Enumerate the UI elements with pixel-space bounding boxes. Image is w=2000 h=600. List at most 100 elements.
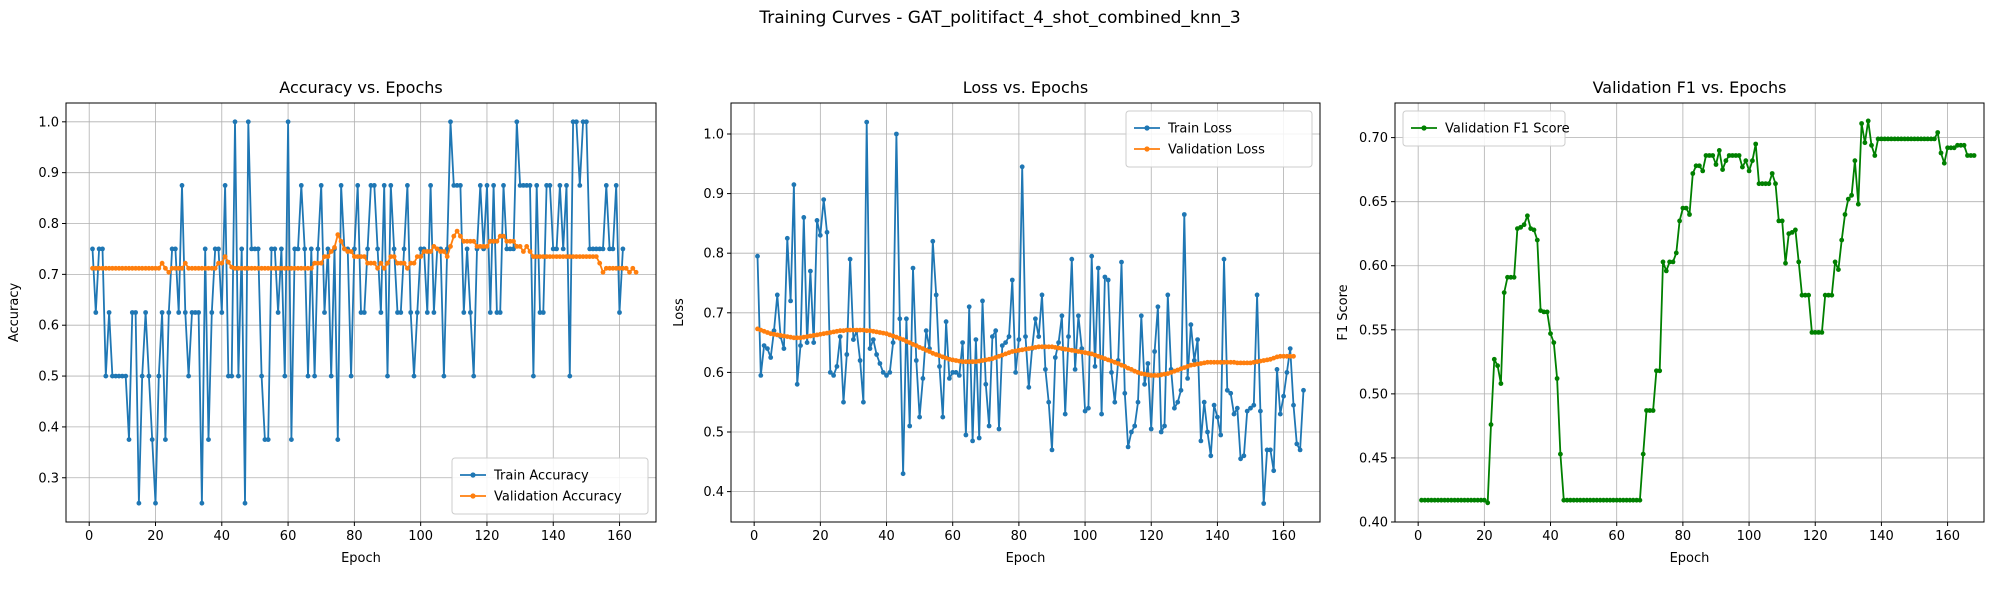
data-point [1650,408,1656,413]
y-tick-label: 0.6 [38,319,59,334]
data-point [1902,136,1907,142]
data-point [1148,426,1154,432]
data-point [1442,497,1447,503]
legend-label: Train Accuracy [493,469,589,484]
data-point [126,265,132,271]
data-point [1039,344,1045,350]
data-point [219,310,225,315]
data-point [1043,367,1048,372]
data-point [1082,408,1088,414]
data-point [765,346,770,351]
data-point [484,244,490,249]
data-point [504,238,510,244]
data-point [1710,153,1716,158]
data-point [159,310,165,315]
data-point [279,265,284,271]
data-point [880,370,886,375]
data-point [1501,290,1507,295]
data-point [1238,456,1243,462]
data-point [834,364,840,369]
data-point [1941,160,1947,166]
data-point [461,238,467,244]
plot-frame [65,102,657,523]
data-point [1852,158,1858,164]
data-point [980,298,985,304]
data-point [219,260,225,266]
data-point [1558,451,1563,457]
data-point [491,238,496,244]
data-point [620,265,626,271]
data-point [900,471,906,477]
x-tick-label: 0 [85,529,93,544]
data-point [1009,277,1015,283]
data-point [970,438,975,444]
y-tick-label: 0.45 [1359,451,1388,466]
data-point [265,265,271,271]
data-point [953,370,959,375]
y-tick-label: 0.55 [1359,323,1388,338]
data-point [166,269,172,275]
data-point [1201,399,1207,405]
data-point [371,183,377,188]
data-point [352,246,357,252]
data-point [1816,330,1821,335]
data-point [414,254,420,259]
data-point [613,265,619,271]
data-point [262,437,268,442]
x-tick-label: 140 [1869,529,1894,544]
data-point [1297,447,1303,453]
data-point [564,254,569,259]
data-point [143,310,149,315]
data-point [1462,497,1467,503]
data-point [275,310,281,315]
data-point [587,246,593,252]
data-point [590,246,596,252]
data-point [1095,265,1101,271]
data-point [904,316,909,322]
data-point [1690,171,1696,176]
data-point [1630,497,1636,503]
data-point [1627,497,1633,503]
data-point [408,310,414,315]
data-point [385,373,390,379]
data-point [1112,399,1118,405]
data-point [163,265,168,271]
data-point [1465,497,1471,503]
data-point [1683,205,1689,211]
data-point [1046,399,1052,405]
data-point [405,183,410,188]
data-point [113,373,119,379]
data-point [577,183,583,188]
data-point [378,310,384,315]
data-point [1445,497,1451,503]
data-point [963,359,969,365]
data-point [861,399,866,405]
data-point [100,246,105,252]
series-line [1421,120,1975,504]
data-point [361,254,367,259]
data-point [990,334,995,339]
data-point [1105,277,1111,283]
series-validation-f1-score [1419,118,1977,506]
data-point [1488,422,1494,427]
data-point [613,183,619,188]
data-point [1577,497,1583,503]
data-point [1244,360,1250,366]
data-point [401,246,407,252]
data-point [305,265,311,271]
data-point [1548,331,1553,336]
y-axis-label: Loss [672,298,687,327]
data-point [1753,141,1759,147]
data-point [239,246,245,252]
data-point [325,254,331,259]
data-point [1766,181,1772,187]
x-tick-label: 60 [944,529,961,544]
data-point [1205,429,1210,435]
data-point [1238,360,1243,366]
data-point [192,310,198,315]
data-point [471,373,477,379]
data-point [1036,334,1042,339]
data-point [560,246,566,252]
data-point [269,246,274,252]
data-point [1591,497,1596,503]
